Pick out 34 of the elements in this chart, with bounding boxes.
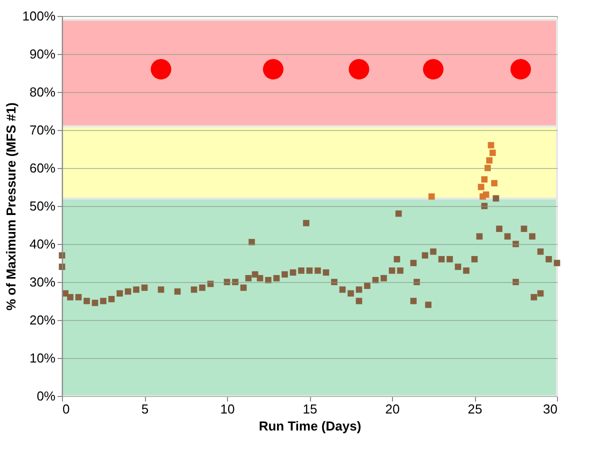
point [428, 193, 435, 200]
x-axis-title: Run Time (Days) [258, 418, 362, 434]
point [510, 58, 531, 80]
x-tick-label: 10 [220, 402, 235, 416]
x-tick-label: 5 [141, 402, 149, 416]
x-tick-label: 20 [385, 402, 400, 416]
y-tick-label: 100% [22, 8, 56, 24]
y-tick-label: 10% [29, 350, 56, 366]
y-tick-label: 30% [29, 274, 56, 290]
point [484, 164, 491, 172]
y-tick-label: 80% [29, 84, 56, 100]
x-tick-label: 0 [62, 402, 70, 416]
y-tick-label: 90% [29, 46, 56, 62]
point [489, 150, 496, 156]
point [488, 142, 494, 148]
point [423, 58, 444, 80]
y-tick-label: 20% [29, 312, 56, 328]
x-tick-label: 25 [468, 402, 482, 416]
point [482, 191, 490, 198]
point [478, 184, 484, 190]
y-tick-label: 0% [36, 388, 56, 404]
point [486, 157, 493, 164]
y-tick-label: 60% [29, 160, 56, 176]
x-tick-label: 15 [302, 402, 318, 416]
point [262, 58, 284, 80]
point [348, 58, 370, 80]
x-tick-label: 30 [543, 402, 558, 416]
y-tick-label: 50% [29, 198, 56, 214]
y-tick-label: 40% [29, 236, 56, 252]
point [491, 180, 498, 186]
y-axis-title: % of Maximum Pressure (MFS #1) [3, 102, 18, 311]
point [481, 176, 488, 183]
point [150, 58, 172, 80]
y-tick-label: 70% [29, 122, 56, 138]
